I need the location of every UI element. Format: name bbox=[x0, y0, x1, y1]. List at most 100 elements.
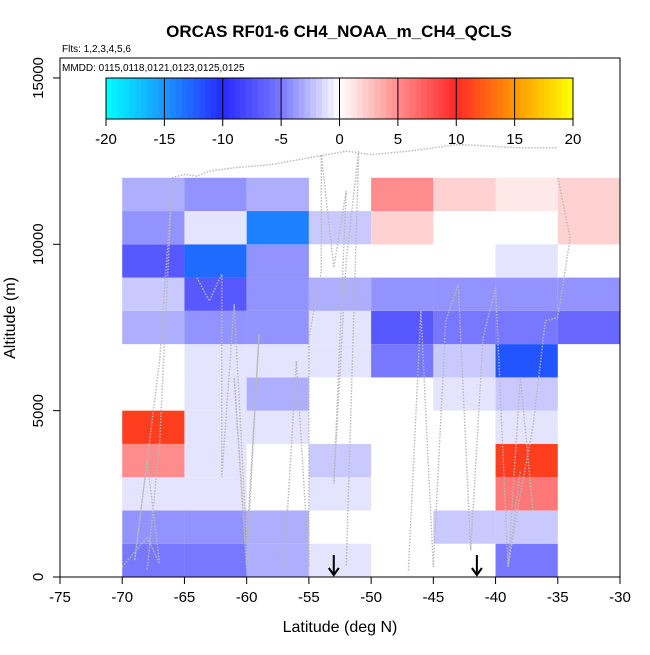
colorbar-swatch bbox=[257, 78, 265, 119]
colorbar-swatch bbox=[240, 78, 247, 119]
x-tick-label: -75 bbox=[49, 589, 71, 606]
colorbar-swatch bbox=[228, 78, 235, 119]
heatmap-cell bbox=[122, 177, 185, 212]
colorbar-swatch bbox=[146, 78, 154, 119]
colorbar-swatch bbox=[193, 78, 200, 119]
colorbar-swatch bbox=[222, 78, 230, 119]
heatmap-cell bbox=[246, 244, 309, 278]
x-tick-label: -30 bbox=[609, 589, 631, 606]
colorbar-tick-label: 20 bbox=[565, 131, 582, 148]
colorbar-swatch bbox=[327, 78, 335, 119]
colorbar-swatch bbox=[380, 78, 387, 119]
flight-track bbox=[171, 143, 558, 179]
heatmap-cell bbox=[433, 510, 496, 544]
colorbar-swatch bbox=[275, 78, 282, 119]
heatmap-cell bbox=[246, 543, 309, 577]
colorbar-swatch bbox=[421, 78, 428, 119]
colorbar-swatch bbox=[321, 78, 329, 119]
heatmap-cell bbox=[122, 410, 185, 444]
heatmap-cell bbox=[495, 177, 558, 212]
colorbar-swatch bbox=[555, 78, 562, 119]
heatmap-cell bbox=[495, 510, 558, 544]
colorbar-tick-label: 15 bbox=[506, 131, 523, 148]
colorbar-swatch bbox=[310, 78, 317, 119]
heatmap-cell bbox=[495, 443, 558, 478]
colorbar-swatch bbox=[392, 78, 399, 119]
colorbar-swatch bbox=[205, 78, 212, 119]
heatmap-cell bbox=[433, 177, 496, 212]
x-tick-label: -65 bbox=[174, 589, 196, 606]
y-tick-label: 10000 bbox=[30, 223, 47, 265]
colorbar-swatch bbox=[514, 78, 521, 119]
flight-tracks bbox=[121, 143, 571, 571]
colorbar-swatch bbox=[333, 78, 340, 119]
plot-frame bbox=[59, 57, 621, 578]
colorbar-swatch bbox=[362, 78, 370, 119]
x-axis: -75 -70 -65 -60 -55 -50 -45 -40 -35 -30 bbox=[49, 577, 631, 606]
heatmap-cell bbox=[557, 310, 620, 345]
colorbar-tick-label: -10 bbox=[212, 131, 234, 148]
heatmap-cell bbox=[308, 310, 372, 345]
colorbar-swatch bbox=[117, 78, 125, 119]
colorbar-swatch bbox=[462, 78, 469, 119]
heatmap-cell bbox=[495, 244, 558, 278]
y-tick-label: 0 bbox=[30, 573, 47, 581]
colorbar-swatch bbox=[473, 78, 481, 119]
x-tick-label: -40 bbox=[485, 589, 507, 606]
colorbar-swatch bbox=[561, 78, 568, 119]
flight-track bbox=[196, 274, 260, 571]
colorbar-swatch bbox=[216, 78, 224, 119]
colorbar-tick-label: -5 bbox=[274, 131, 287, 148]
colorbar-swatch bbox=[543, 78, 551, 119]
heatmap-cell bbox=[184, 377, 247, 411]
y-tick-label: 5000 bbox=[30, 394, 47, 427]
colorbar-swatch bbox=[444, 78, 451, 119]
colorbar-tick-label: 5 bbox=[394, 131, 402, 148]
heatmap-cell bbox=[308, 443, 372, 478]
colorbar-tick-label: 0 bbox=[335, 131, 343, 148]
colorbar-swatch bbox=[304, 78, 311, 119]
chart-title: ORCAS RF01-6 CH4_NOAA_m_CH4_QCLS bbox=[166, 22, 512, 41]
heatmap-cell bbox=[495, 543, 558, 577]
colorbar-swatch bbox=[234, 78, 241, 119]
colorbar-swatch bbox=[111, 78, 119, 119]
colorbar-swatch bbox=[181, 78, 189, 119]
colorbar-swatch bbox=[123, 78, 130, 119]
colorbar-swatch bbox=[263, 78, 270, 119]
arrows bbox=[327, 555, 483, 577]
colorbar-swatch bbox=[432, 78, 440, 119]
heatmap-cell bbox=[246, 510, 309, 544]
colorbar-swatch bbox=[549, 78, 556, 119]
x-axis-label: Latitude (deg N) bbox=[283, 619, 398, 636]
colorbar-swatch bbox=[456, 78, 463, 119]
colorbar-swatch bbox=[403, 78, 411, 119]
heatmap-cell bbox=[557, 277, 620, 311]
colorbar-swatch bbox=[450, 78, 457, 119]
heatmap-cell bbox=[246, 344, 309, 378]
heatmap-cell bbox=[122, 543, 185, 577]
colorbar-swatch bbox=[368, 78, 376, 119]
colorbar-swatch bbox=[187, 78, 195, 119]
heatmap-cell bbox=[184, 344, 247, 378]
colorbar-tick-label: -20 bbox=[95, 131, 117, 148]
colorbar-swatch bbox=[339, 78, 346, 119]
heatmap-cell bbox=[557, 211, 620, 245]
colorbar-swatch bbox=[386, 78, 393, 119]
colorbar-swatch bbox=[438, 78, 446, 119]
colorbar-swatch bbox=[520, 78, 527, 119]
x-tick-label: -45 bbox=[422, 589, 444, 606]
heatmap-cell bbox=[246, 211, 309, 245]
colorbar-swatch bbox=[508, 78, 516, 119]
flight-track bbox=[121, 184, 173, 571]
colorbar-swatch bbox=[211, 78, 218, 119]
colorbar-swatch bbox=[170, 78, 177, 119]
heatmap-cell bbox=[184, 443, 247, 478]
y-tick-label: 15000 bbox=[30, 57, 47, 99]
colorbar-swatch bbox=[532, 78, 539, 119]
heatmap-cell bbox=[308, 277, 372, 311]
arrow-head bbox=[471, 567, 483, 577]
colorbar-swatch bbox=[152, 78, 160, 119]
heatmap-cell bbox=[122, 443, 185, 478]
colorbar-swatch bbox=[141, 78, 148, 119]
